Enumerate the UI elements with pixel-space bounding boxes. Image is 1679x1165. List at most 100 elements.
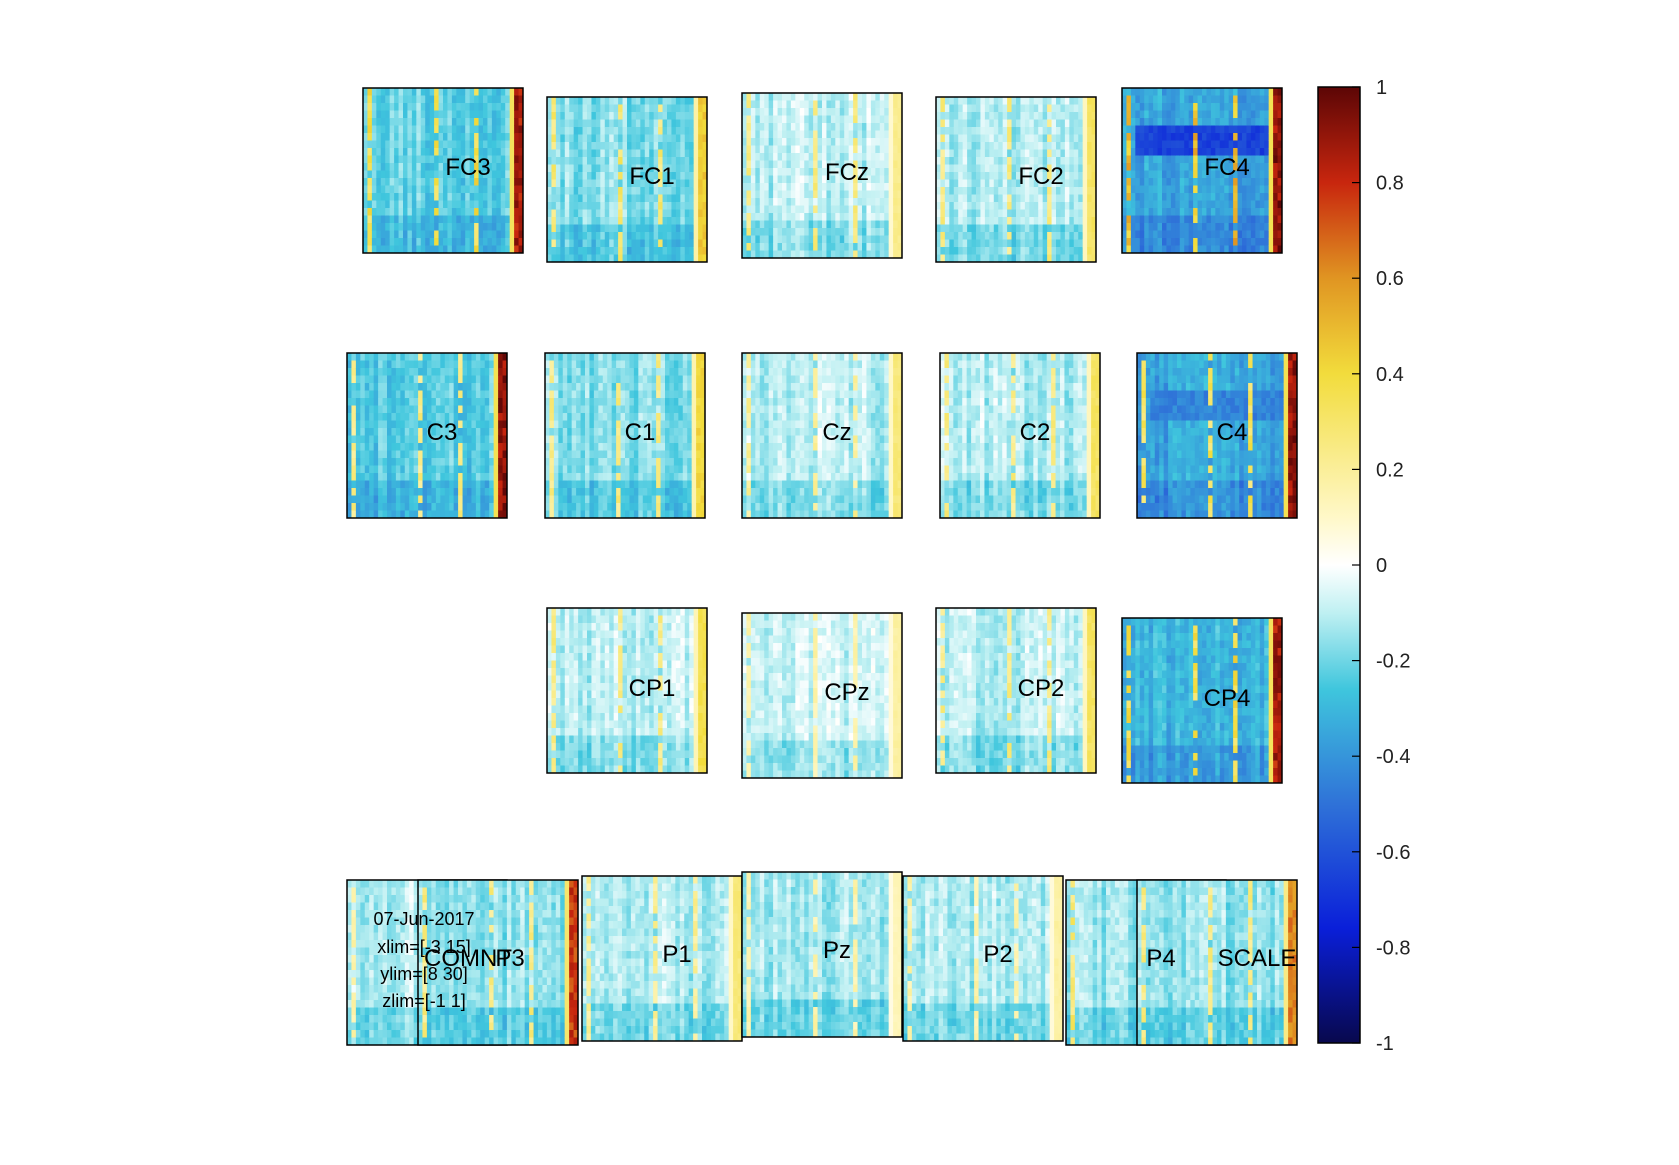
heatmap-cell bbox=[545, 510, 550, 519]
heatmap-cell bbox=[491, 103, 497, 111]
heatmap-cell bbox=[1073, 247, 1079, 255]
heatmap-cell bbox=[1051, 164, 1057, 173]
heatmap-cell bbox=[967, 187, 973, 195]
heatmap-cell bbox=[1170, 103, 1176, 111]
heatmap-cell bbox=[799, 108, 805, 116]
heatmap-cell bbox=[1268, 110, 1274, 119]
heatmap-cell bbox=[360, 480, 366, 489]
heatmap-cell bbox=[418, 405, 424, 414]
heatmap-cell bbox=[443, 245, 448, 254]
heatmap-cell bbox=[576, 405, 582, 414]
heatmap-cell bbox=[467, 360, 472, 369]
heatmap-cell bbox=[1002, 104, 1008, 113]
heatmap-cell bbox=[1069, 232, 1075, 240]
heatmap-cell bbox=[456, 103, 462, 111]
heatmap-cell bbox=[1029, 224, 1035, 233]
heatmap-cell bbox=[684, 224, 690, 233]
heatmap-cell bbox=[635, 202, 641, 210]
heatmap-cell bbox=[936, 209, 941, 218]
heatmap-cell bbox=[453, 480, 459, 489]
heatmap-cell bbox=[1224, 193, 1230, 201]
heatmap-cell bbox=[1069, 179, 1075, 188]
heatmap-cell bbox=[578, 104, 584, 113]
heatmap-cell bbox=[418, 488, 424, 496]
heatmap-cell bbox=[465, 118, 471, 126]
heatmap-cell bbox=[589, 398, 595, 406]
heatmap-cell bbox=[475, 488, 481, 496]
heatmap-cell bbox=[1157, 208, 1163, 216]
heatmap-cell bbox=[808, 183, 814, 191]
heatmap-cell bbox=[1277, 118, 1283, 126]
heatmap-cell bbox=[618, 119, 624, 128]
heatmap-cell bbox=[799, 145, 805, 154]
heatmap-cell bbox=[782, 235, 787, 244]
heatmap-cell bbox=[440, 503, 446, 511]
heatmap-cell bbox=[398, 230, 404, 239]
heatmap-cell bbox=[567, 458, 573, 466]
heatmap-cell bbox=[936, 202, 941, 210]
heatmap-cell bbox=[1233, 193, 1239, 201]
heatmap-cell bbox=[1011, 217, 1017, 225]
heatmap-cell bbox=[502, 465, 508, 474]
heatmap-cell bbox=[622, 217, 628, 225]
heatmap-cell bbox=[498, 390, 504, 399]
heatmap-cell bbox=[976, 239, 981, 248]
heatmap-cell bbox=[385, 103, 391, 111]
heatmap-cell bbox=[944, 179, 950, 188]
heatmap-cell bbox=[1215, 140, 1221, 149]
heatmap-cell bbox=[367, 223, 373, 231]
heatmap-cell bbox=[1011, 104, 1017, 113]
heatmap-cell bbox=[569, 187, 575, 195]
heatmap-cell bbox=[750, 183, 756, 191]
heatmap-cell bbox=[378, 480, 384, 489]
heatmap-cell bbox=[547, 112, 552, 120]
heatmap-cell bbox=[879, 93, 885, 101]
heatmap-cell bbox=[493, 458, 499, 466]
heatmap-cell bbox=[465, 163, 471, 171]
heatmap-cell bbox=[573, 254, 579, 263]
heatmap-cell bbox=[989, 254, 995, 263]
heatmap-cell bbox=[804, 138, 810, 146]
heatmap-cell bbox=[773, 130, 779, 139]
heatmap-cell bbox=[471, 398, 477, 406]
heatmap-cell bbox=[1087, 164, 1093, 173]
heatmap-cell bbox=[518, 245, 524, 254]
heatmap-cell bbox=[777, 160, 783, 169]
heatmap-cell bbox=[773, 145, 779, 154]
heatmap-cell bbox=[1202, 110, 1207, 119]
heatmap-cell bbox=[1246, 178, 1252, 186]
heatmap-cell bbox=[958, 187, 964, 195]
heatmap-cell bbox=[585, 473, 590, 481]
heatmap-cell bbox=[403, 238, 408, 246]
heatmap-cell bbox=[347, 368, 352, 376]
heatmap-cell bbox=[425, 215, 431, 224]
heatmap-cell bbox=[1179, 230, 1185, 239]
heatmap-cell bbox=[364, 390, 370, 399]
heatmap-cell bbox=[367, 178, 373, 186]
heatmap-cell bbox=[456, 148, 462, 156]
heatmap-cell bbox=[382, 428, 388, 436]
heatmap-cell bbox=[551, 172, 557, 180]
heatmap-cell bbox=[790, 130, 796, 139]
heatmap-cell bbox=[1237, 110, 1243, 119]
heatmap-cell bbox=[475, 390, 481, 399]
heatmap-cell bbox=[378, 428, 384, 436]
heatmap-cell bbox=[493, 495, 499, 504]
heatmap-cell bbox=[962, 232, 968, 240]
heatmap-cell bbox=[936, 119, 941, 128]
heatmap-cell bbox=[1202, 200, 1207, 209]
heatmap-cell bbox=[460, 133, 466, 141]
heatmap-cell bbox=[1051, 112, 1057, 120]
heatmap-cell bbox=[1162, 245, 1167, 254]
heatmap-cell bbox=[585, 435, 590, 444]
heatmap-cell bbox=[591, 97, 597, 105]
heatmap-cell bbox=[585, 368, 590, 376]
heatmap-cell bbox=[480, 443, 486, 451]
heatmap-cell bbox=[1224, 140, 1230, 149]
heatmap-cell bbox=[394, 155, 400, 164]
heatmap-cell bbox=[600, 217, 606, 225]
heatmap-cell bbox=[1016, 217, 1021, 225]
heatmap-cell bbox=[1277, 125, 1283, 134]
heatmap-cell bbox=[469, 170, 475, 179]
heatmap-cell bbox=[469, 133, 475, 141]
